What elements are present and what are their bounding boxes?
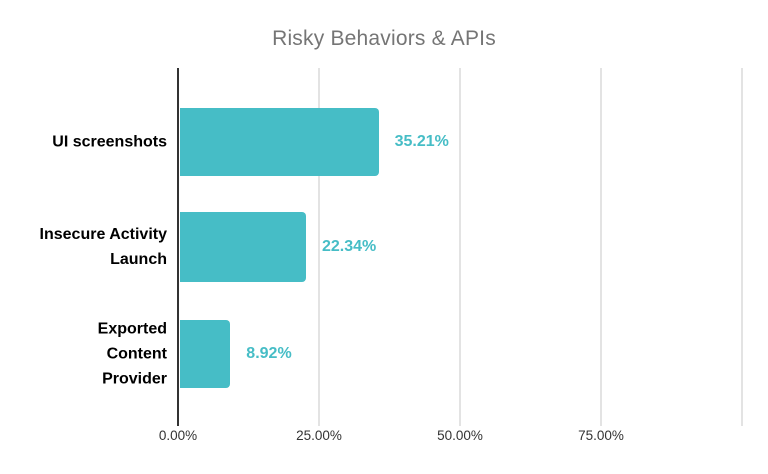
x-tick-75pct: 75.00% bbox=[578, 428, 624, 443]
bar-insecure-activity-launch bbox=[180, 212, 306, 282]
x-tick-25pct: 25.00% bbox=[296, 428, 342, 443]
category-axis: UI screenshots Insecure Activity Launch … bbox=[0, 68, 167, 426]
value-label-exported-content-provider: 8.92% bbox=[246, 345, 292, 362]
gridline-75pct bbox=[600, 68, 602, 426]
bar-ui-screenshots bbox=[180, 108, 379, 176]
gridline-25pct bbox=[318, 68, 320, 426]
x-tick-50pct: 50.00% bbox=[437, 428, 483, 443]
bar-exported-content-provider bbox=[180, 320, 231, 388]
x-axis: 0.00% 25.00% 50.00% 75.00% bbox=[0, 428, 768, 448]
chart-title: Risky Behaviors & APIs bbox=[272, 27, 496, 50]
plot-area: 35.21% 22.34% 8.92% bbox=[177, 68, 746, 426]
category-label-exported-content-provider: Exported Content Provider bbox=[97, 320, 167, 388]
value-label-ui-screenshots: 35.21% bbox=[394, 133, 449, 150]
value-label-insecure-activity-launch: 22.34% bbox=[321, 238, 377, 255]
category-label-insecure-activity-launch: Insecure Activity Launch bbox=[39, 226, 167, 268]
axis-line-0pct bbox=[177, 68, 179, 426]
gridline-50pct bbox=[459, 68, 461, 426]
x-tick-0pct: 0.00% bbox=[158, 428, 198, 443]
category-label-ui-screenshots: UI screenshots bbox=[52, 133, 167, 151]
gridline-100pct bbox=[741, 68, 743, 426]
